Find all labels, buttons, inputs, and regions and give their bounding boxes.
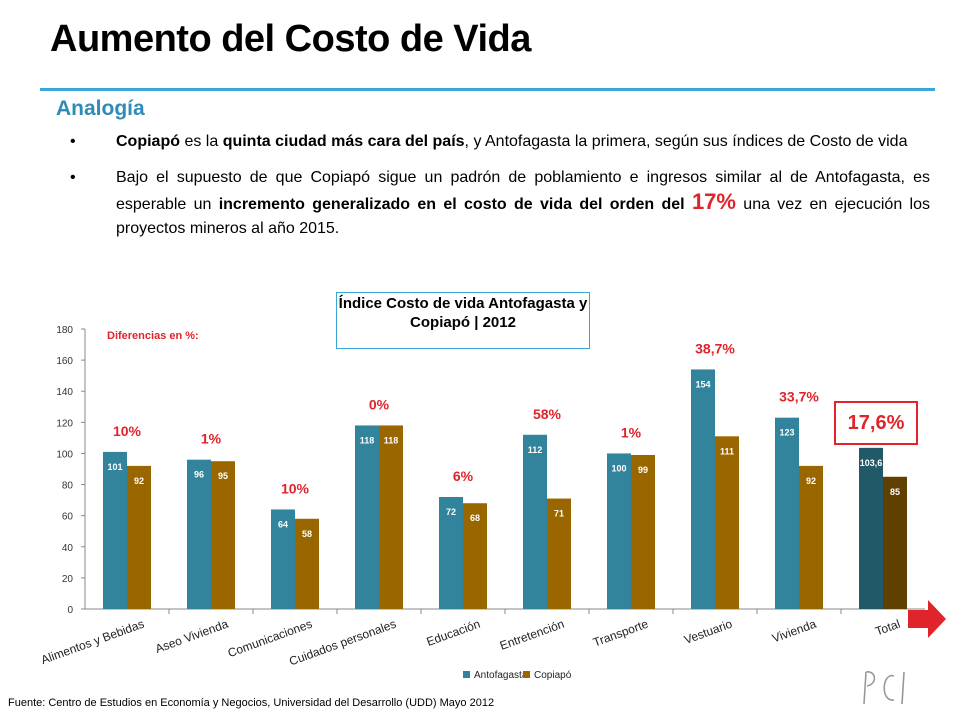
y-tick-label: 80 bbox=[62, 481, 74, 492]
difference-label: 38,7% bbox=[695, 340, 735, 356]
data-label-antofagasta: 112 bbox=[528, 445, 543, 455]
bar-antofagasta bbox=[859, 447, 883, 609]
category-label: Educación bbox=[425, 617, 482, 649]
data-label-copiapo: 111 bbox=[720, 446, 734, 456]
category-label: Entretención bbox=[498, 617, 566, 653]
total-difference-label: 17,6% bbox=[847, 412, 905, 434]
logo-icon bbox=[863, 671, 905, 705]
bullet-1-text-b: , y Antofagasta la primera, según sus ín… bbox=[464, 133, 908, 150]
difference-label: 1% bbox=[621, 424, 642, 440]
bar-copiapo bbox=[463, 503, 487, 609]
data-label-antofagasta: 72 bbox=[446, 507, 456, 517]
data-label-antofagasta: 100 bbox=[611, 463, 626, 473]
category-label: Transporte bbox=[591, 617, 650, 650]
bar-copiapo bbox=[547, 498, 571, 609]
data-label-antofagasta: 101 bbox=[107, 462, 122, 472]
bar-copiapo bbox=[883, 476, 907, 609]
bullet-dot: • bbox=[70, 169, 76, 186]
data-label-copiapo: 118 bbox=[384, 435, 399, 445]
bar-antofagasta bbox=[271, 509, 295, 609]
bullet-list: • Copiapó es la quinta ciudad más cara d… bbox=[70, 130, 930, 253]
y-tick-label: 0 bbox=[67, 605, 73, 616]
total-difference-callout: 17,6% bbox=[834, 401, 918, 445]
bar-antofagasta bbox=[439, 497, 463, 609]
bar-antofagasta bbox=[103, 451, 127, 609]
difference-label: 0% bbox=[369, 396, 390, 412]
difference-label: 6% bbox=[453, 468, 474, 484]
difference-label: 58% bbox=[533, 406, 562, 422]
category-label: Total bbox=[873, 617, 902, 639]
legend-label-copiapo: Copiapó bbox=[534, 670, 572, 681]
y-tick-label: 60 bbox=[62, 512, 74, 523]
legend-swatch-copiapo bbox=[523, 671, 530, 678]
category-label: Alimentos y Bebidas bbox=[39, 617, 146, 667]
y-tick-label: 20 bbox=[62, 574, 74, 585]
bar-copiapo bbox=[631, 455, 655, 609]
difference-label: 10% bbox=[281, 480, 310, 496]
legend-label-antofagasta: Antofagasta bbox=[474, 670, 528, 681]
next-arrow-icon[interactable] bbox=[906, 598, 948, 640]
category-label: Vestuario bbox=[682, 617, 734, 647]
cost-of-living-chart: 0 20 40 60 80 100 120 140 160 180 Diferencias en … bbox=[39, 325, 925, 681]
bullet-1-text-a: es la bbox=[180, 133, 223, 150]
data-label-copiapo: 85 bbox=[890, 487, 900, 497]
bar-antofagasta bbox=[775, 417, 799, 609]
y-tick-label: 120 bbox=[56, 418, 73, 429]
data-label-antofagasta: 123 bbox=[779, 428, 794, 438]
data-label-antofagasta: 96 bbox=[194, 470, 204, 480]
page-title: Aumento del Costo de Vida bbox=[50, 18, 531, 60]
difference-label: 33,7% bbox=[779, 389, 819, 405]
data-label-copiapo: 68 bbox=[470, 513, 480, 523]
bullet-2-text-b: una vez en ejecución los proyectos miner… bbox=[116, 196, 930, 237]
bullet-1-emphasis: quinta ciudad más cara del país bbox=[222, 133, 465, 150]
difference-label: 10% bbox=[113, 423, 142, 439]
data-label-copiapo: 58 bbox=[302, 529, 312, 539]
bar-antofagasta bbox=[187, 459, 211, 609]
bullet-item-1: • Copiapó es la quinta ciudad más cara d… bbox=[70, 130, 930, 154]
bar-copiapo bbox=[295, 518, 319, 609]
chart-title: Índice Costo de vida Antofagasta y Copia… bbox=[336, 292, 590, 349]
data-label-copiapo: 92 bbox=[134, 476, 144, 486]
source-note: Fuente: Centro de Estudios en Economía y… bbox=[8, 697, 495, 709]
bar-antofagasta bbox=[523, 434, 547, 609]
category-label: Aseo Vivienda bbox=[153, 617, 230, 656]
y-tick-label: 100 bbox=[56, 449, 73, 460]
bar-copiapo bbox=[211, 461, 235, 609]
bullet-item-2: • Bajo el supuesto de que Copiapó sigue … bbox=[70, 166, 930, 241]
bar-copiapo bbox=[715, 436, 739, 609]
bullet-dot: • bbox=[70, 133, 76, 150]
data-label-copiapo: 71 bbox=[554, 509, 564, 519]
data-label-antofagasta: 64 bbox=[278, 519, 288, 529]
y-tick-label: 140 bbox=[56, 387, 73, 398]
bar-copiapo bbox=[799, 465, 823, 609]
y-tick-label: 160 bbox=[56, 356, 73, 367]
bullet-1-city: Copiapó bbox=[116, 133, 180, 150]
bar-antofagasta bbox=[355, 425, 379, 609]
data-label-antofagasta: 103,6 bbox=[860, 458, 883, 468]
bar-antofagasta bbox=[691, 369, 715, 609]
title-divider bbox=[40, 88, 935, 91]
legend-swatch-antofagasta bbox=[463, 671, 470, 678]
difference-label: 1% bbox=[201, 431, 222, 447]
y-tick-label: 180 bbox=[56, 325, 73, 336]
bullet-2-emphasis: incremento generalizado en el costo de v… bbox=[218, 196, 692, 213]
bar-copiapo bbox=[127, 465, 151, 609]
differences-annotation: Diferencias en %: bbox=[107, 330, 199, 342]
data-label-antofagasta: 154 bbox=[695, 379, 710, 389]
bullet-2-text-a: Bajo el supuesto de que Copiapó sigue un… bbox=[116, 169, 930, 213]
category-label: Vivienda bbox=[770, 617, 818, 646]
data-label-copiapo: 95 bbox=[218, 471, 228, 481]
data-label-copiapo: 92 bbox=[806, 476, 816, 486]
y-tick-label: 40 bbox=[62, 543, 74, 554]
section-subtitle: Analogía bbox=[56, 97, 145, 120]
bar-antofagasta bbox=[607, 453, 631, 609]
bullet-2-percent: 17% bbox=[691, 189, 736, 214]
bar-copiapo bbox=[379, 425, 403, 609]
data-label-antofagasta: 118 bbox=[360, 435, 375, 445]
data-label-copiapo: 99 bbox=[638, 465, 648, 475]
